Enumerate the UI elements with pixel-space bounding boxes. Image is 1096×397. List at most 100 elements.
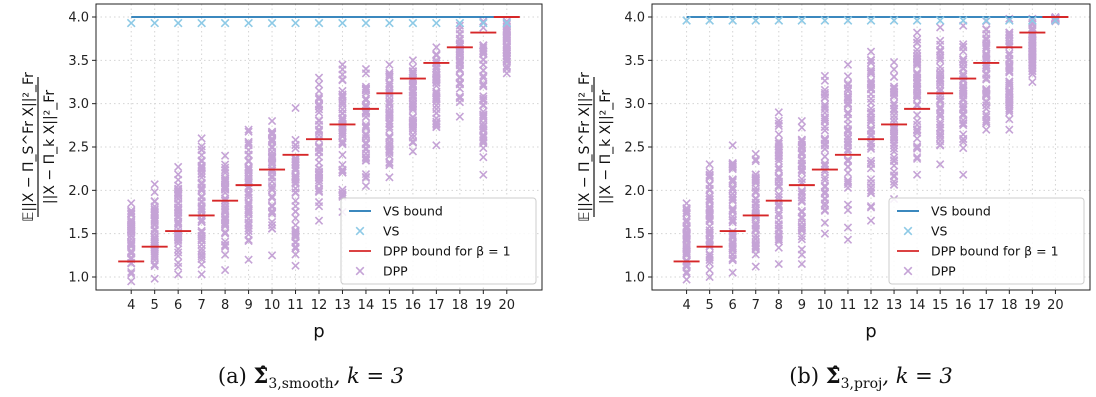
dpp-point (197, 234, 206, 244)
vs-point (244, 18, 253, 28)
dpp-point-stroke-2 (361, 96, 371, 105)
dpp-point-stroke-2 (173, 262, 183, 271)
dpp-point (408, 56, 418, 65)
dpp-point-stroke-2 (267, 209, 277, 218)
dpp-point (751, 194, 760, 203)
dpp-point-stroke-2 (385, 145, 394, 154)
dpp-point-stroke-2 (267, 171, 277, 181)
vs-point (126, 18, 136, 28)
dpp-point-stroke-2 (197, 142, 206, 151)
dpp-point (197, 228, 206, 237)
dpp-point (843, 162, 853, 172)
dpp-point (408, 102, 418, 111)
dpp-point (244, 235, 253, 245)
dpp-point-stroke-2 (150, 197, 159, 206)
dpp-point-stroke-2 (173, 248, 183, 257)
dpp-point (432, 101, 441, 110)
dpp-point-stroke-2 (385, 60, 394, 69)
dpp-point (385, 148, 394, 158)
dpp-point (244, 176, 253, 185)
dpp-point (220, 205, 230, 215)
dpp-point (385, 118, 394, 128)
dpp-point-stroke-2 (267, 181, 277, 191)
dpp-point-stroke-2 (267, 192, 277, 201)
dpp-point-stroke-2 (408, 56, 418, 65)
dpp-point (338, 115, 347, 124)
dpp-point-stroke-2 (220, 205, 230, 215)
dpp-point-stroke-2 (314, 173, 324, 183)
dpp-point (220, 222, 230, 231)
dpp-point-stroke-2 (291, 232, 300, 242)
dpp-point-stroke-2 (361, 69, 371, 78)
dpp-point (173, 231, 183, 241)
dpp-point (173, 262, 183, 271)
dpp-point (751, 262, 760, 271)
dpp-point (338, 150, 347, 160)
dpp-point-stroke-2 (197, 247, 206, 256)
dpp-point-stroke-2 (361, 138, 371, 147)
dpp-point-stroke-2 (385, 158, 394, 168)
dpp-point (244, 166, 253, 175)
dpp-point (127, 277, 136, 286)
dpp-point (479, 143, 488, 153)
dpp-point (774, 108, 783, 117)
dpp-point (267, 224, 277, 233)
dpp-point-stroke-2 (432, 73, 441, 83)
dpp-point-stroke-2 (338, 190, 347, 199)
chart-panel-b: 4 5 6 7 8 9 10 11 12 13 14 15 16 17 18 19 201.01.52.02.5… (577, 3, 1091, 392)
dpp-point-stroke-2 (197, 244, 206, 253)
dpp-point-stroke-2 (197, 192, 206, 201)
x-tick-label: 19 (475, 298, 492, 313)
dpp-point (361, 156, 371, 165)
dpp-point-stroke-2 (455, 78, 465, 87)
dpp-point-stroke-2 (361, 169, 371, 179)
dpp-point-stroke-2 (408, 133, 418, 142)
dpp-point-stroke-2 (314, 94, 324, 103)
chart-panel-a: 4 5 6 7 8 9 10 11 12 13 14 15 16 17 18 19 201.01.52.02.5… (21, 3, 543, 392)
vs-point (197, 18, 206, 28)
dpp-point-stroke-2 (455, 54, 465, 64)
dpp-point-stroke-2 (291, 184, 300, 193)
dpp-point (127, 208, 136, 218)
dpp-point-stroke-2 (267, 150, 277, 160)
dpp-point (291, 220, 300, 230)
dpp-point (338, 93, 347, 103)
dpp-point (314, 120, 324, 130)
dpp-point (912, 143, 922, 152)
dpp-point (361, 138, 371, 147)
dpp-point-stroke-2 (338, 150, 347, 160)
dpp-point (361, 69, 371, 78)
x-tick-label: 6 (174, 298, 182, 313)
dpp-point (338, 109, 347, 118)
dpp-point (361, 109, 371, 118)
dpp-point (843, 72, 853, 81)
dpp-point (314, 86, 324, 96)
dpp-point (385, 145, 394, 154)
dpp-point (314, 173, 324, 183)
dpp-point-stroke-2 (244, 137, 253, 147)
dpp-point (866, 175, 876, 184)
dpp-point-stroke-2 (267, 116, 277, 126)
dpp-point (291, 158, 300, 167)
dpp-point (455, 92, 465, 101)
y-tick-label: 2.0 (68, 184, 89, 199)
dpp-point-stroke-2 (220, 202, 230, 212)
dpp-point-stroke-2 (197, 162, 206, 172)
dpp-point-stroke-2 (173, 204, 183, 213)
dpp-point (455, 80, 465, 89)
dpp-point (408, 133, 418, 142)
dpp-point (338, 138, 347, 148)
dpp-point-stroke-2 (314, 73, 324, 82)
dpp-point-stroke-2 (244, 221, 253, 230)
dpp-point (291, 201, 300, 211)
dpp-point (291, 261, 300, 270)
dpp-point-stroke-2 (385, 132, 394, 141)
dpp-point (912, 28, 922, 37)
dpp-point (173, 270, 183, 279)
dpp-point (935, 40, 945, 49)
dpp-point-stroke-2 (197, 205, 206, 215)
dpp-point (150, 225, 159, 235)
dpp-point-stroke-2 (267, 202, 277, 211)
